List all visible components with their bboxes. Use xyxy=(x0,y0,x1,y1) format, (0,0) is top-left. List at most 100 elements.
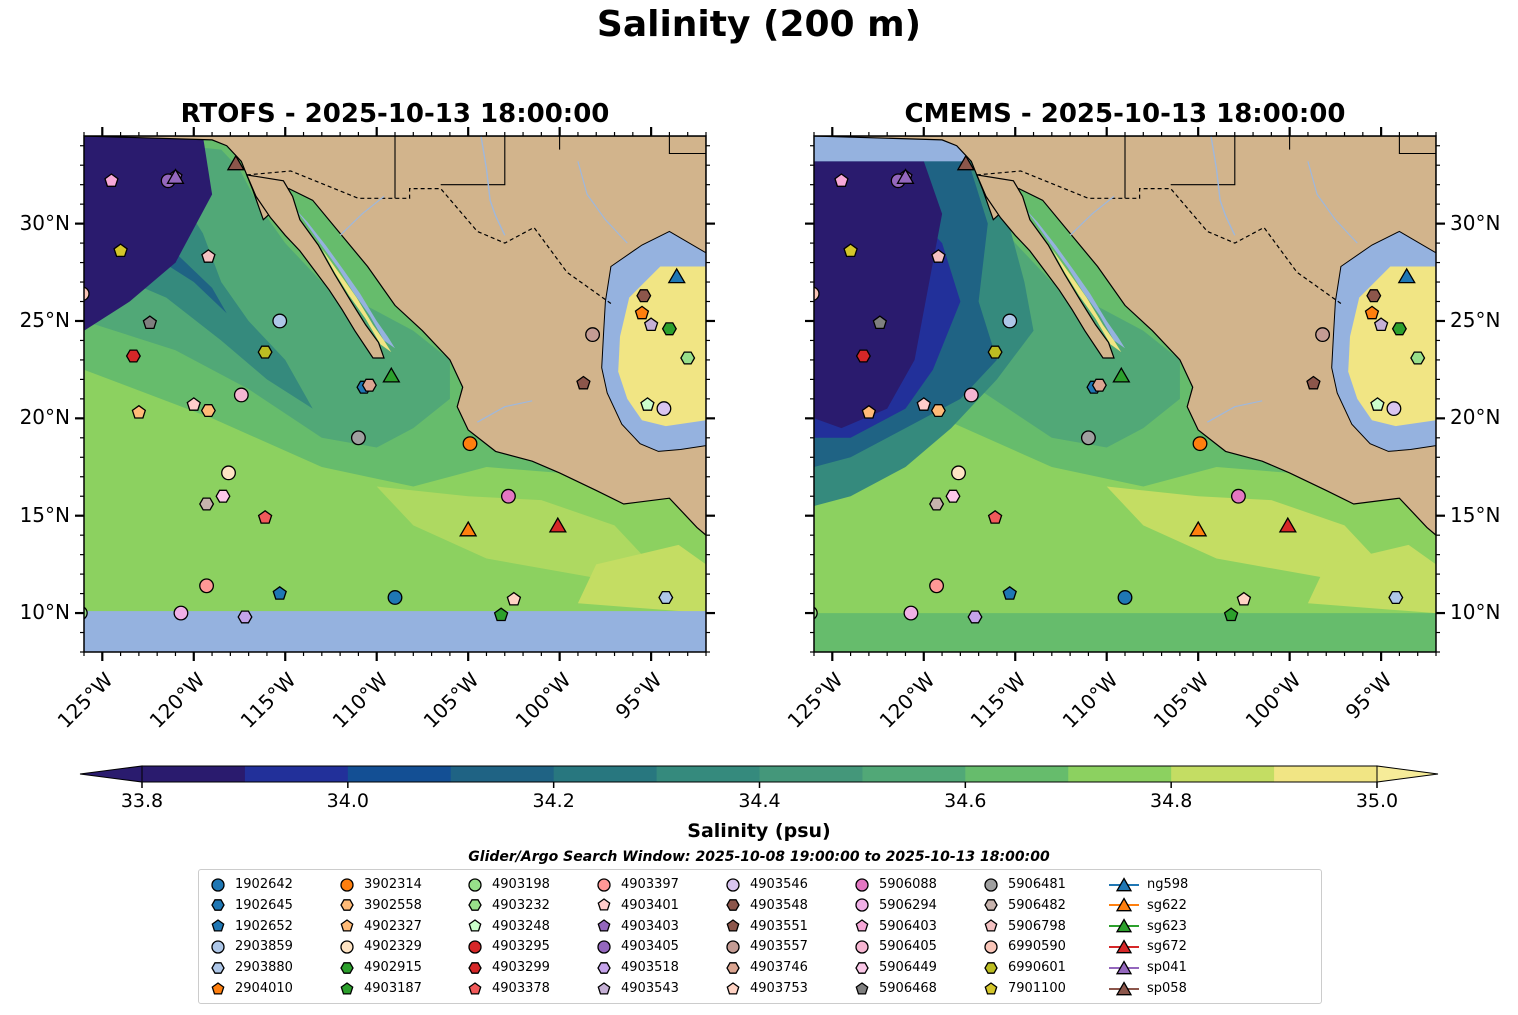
platform-marker-4903198 xyxy=(814,606,818,620)
legend-label: 5906449 xyxy=(879,960,937,976)
legend-item: 4903378 xyxy=(466,978,550,999)
state-border xyxy=(668,136,706,155)
legend-item: 4903397 xyxy=(595,874,679,895)
legend-label: 4903397 xyxy=(621,877,679,892)
platform-marker-4903248 xyxy=(1370,397,1385,411)
colorbar-extend-max xyxy=(1376,765,1439,783)
land-mexico xyxy=(84,136,706,536)
legend-label: 2904010 xyxy=(235,981,293,996)
legend-label: 6990601 xyxy=(1008,960,1066,976)
platform-marker-4903557 xyxy=(585,327,601,343)
platform-marker-5906481 xyxy=(350,430,366,446)
legend-marker-4903551 xyxy=(726,919,740,932)
legend-label: 6990590 xyxy=(1008,939,1066,955)
legend-label: 4903543 xyxy=(621,981,679,996)
platform-marker-4902915 xyxy=(1391,322,1407,336)
legend-marker-sp041 xyxy=(1109,959,1139,975)
colorbar-extend-min xyxy=(79,765,143,783)
legend-label: 4903299 xyxy=(492,960,550,976)
y-tick-label: 15°N xyxy=(19,502,70,527)
legend-marker-4903198 xyxy=(468,877,482,892)
gulf-of-california-shelf xyxy=(294,208,395,349)
platform-marker-3902558 xyxy=(200,404,216,418)
platform-marker-1902652 xyxy=(272,585,287,600)
map-panel-cmems xyxy=(814,136,1436,652)
legend-marker-4902915 xyxy=(340,961,354,974)
platform-marker-7901100 xyxy=(113,243,128,258)
platform-marker-4903401 xyxy=(916,397,931,411)
legend-label: 4903753 xyxy=(750,981,808,996)
legend-item: 5906088 xyxy=(853,874,937,895)
platform-marker-4903518 xyxy=(237,610,253,624)
colorbar-band xyxy=(1068,766,1172,782)
legend-label: 4902327 xyxy=(364,918,422,934)
legend-label: 5906481 xyxy=(1008,877,1066,892)
legend-label: sg623 xyxy=(1147,918,1187,934)
legend-marker-sg623 xyxy=(1109,918,1139,933)
legend-marker-sp058 xyxy=(1109,980,1139,995)
platform-marker-5906481 xyxy=(1080,430,1096,446)
legend-marker-6990601 xyxy=(984,961,998,974)
platform-marker-sg672 xyxy=(1278,516,1297,533)
legend-item: 5906481 xyxy=(982,874,1066,895)
legend-label: 1902642 xyxy=(235,877,293,892)
legend-marker-ng598 xyxy=(1109,876,1139,891)
state-border xyxy=(1398,136,1436,155)
platform-marker-2903859 xyxy=(272,313,288,329)
y-tick-label: 20°N xyxy=(19,405,70,430)
platform-marker-5906405 xyxy=(233,387,249,403)
platform-marker-4903548 xyxy=(1366,289,1382,303)
platform-marker-4903187 xyxy=(1223,607,1239,622)
legend-label: 4903557 xyxy=(750,939,808,955)
platform-marker-4903397 xyxy=(199,578,215,594)
platform-marker-1902642 xyxy=(1117,590,1133,605)
map-panel-rtofs xyxy=(84,136,706,652)
legend-item: 5906482 xyxy=(982,895,1066,916)
river xyxy=(1207,400,1263,423)
platform-marker-4903518 xyxy=(967,610,983,624)
platform-marker-5906798 xyxy=(201,249,216,263)
platform-marker-3902314 xyxy=(462,436,478,452)
nodata-strip xyxy=(84,611,706,652)
legend-item: 4902915 xyxy=(338,957,422,978)
colorbar-tick-label: 34.6 xyxy=(944,790,987,812)
state-border xyxy=(440,136,506,186)
platform-marker-4903187 xyxy=(493,607,509,622)
platform-marker-ng598 xyxy=(667,267,686,284)
legend-item: 4903551 xyxy=(724,916,808,937)
platform-marker-4902915 xyxy=(661,322,677,336)
legend-marker-5906088 xyxy=(855,877,869,892)
legend-item: 4903548 xyxy=(724,895,808,916)
legend-marker-4903546 xyxy=(726,877,740,892)
legend-label: 2903859 xyxy=(235,939,293,955)
salinity-band xyxy=(814,161,943,429)
legend-item: 3902314 xyxy=(338,874,422,895)
platform-marker-sg622 xyxy=(1189,520,1208,537)
river xyxy=(1210,136,1236,236)
platform-marker-sg622 xyxy=(459,520,478,537)
platform-marker-sp058 xyxy=(226,154,245,171)
colorbar-tick-label: 34.2 xyxy=(532,790,575,812)
platform-marker-sp058 xyxy=(956,154,975,171)
legend-marker-5906403 xyxy=(855,919,869,932)
legend-marker-4903557 xyxy=(726,940,740,954)
colorbar-tick-label: 33.8 xyxy=(120,790,164,812)
panel-title-rtofs: RTOFS - 2025-10-13 18:00:00 xyxy=(180,99,610,129)
gulf-of-california-salinity xyxy=(321,248,392,353)
legend-marker-3902314 xyxy=(340,877,354,892)
legend-item: 2903859 xyxy=(209,936,293,957)
legend-marker-4903401 xyxy=(597,898,611,911)
salinity-band xyxy=(1307,544,1436,614)
platform-marker-ng598 xyxy=(1397,267,1416,284)
legend-item: 6990590 xyxy=(982,936,1066,957)
legend-item: 1902645 xyxy=(209,895,293,916)
legend-item: 5906403 xyxy=(853,916,937,937)
platform-marker-5906088 xyxy=(500,488,516,504)
river xyxy=(1307,161,1358,244)
legend-item: 4903299 xyxy=(466,957,550,978)
platform-marker-4903753 xyxy=(1236,591,1252,606)
legend-marker-4903187 xyxy=(340,981,354,995)
platform-marker-4903397 xyxy=(929,578,945,594)
platform-marker-4902327 xyxy=(131,404,147,419)
